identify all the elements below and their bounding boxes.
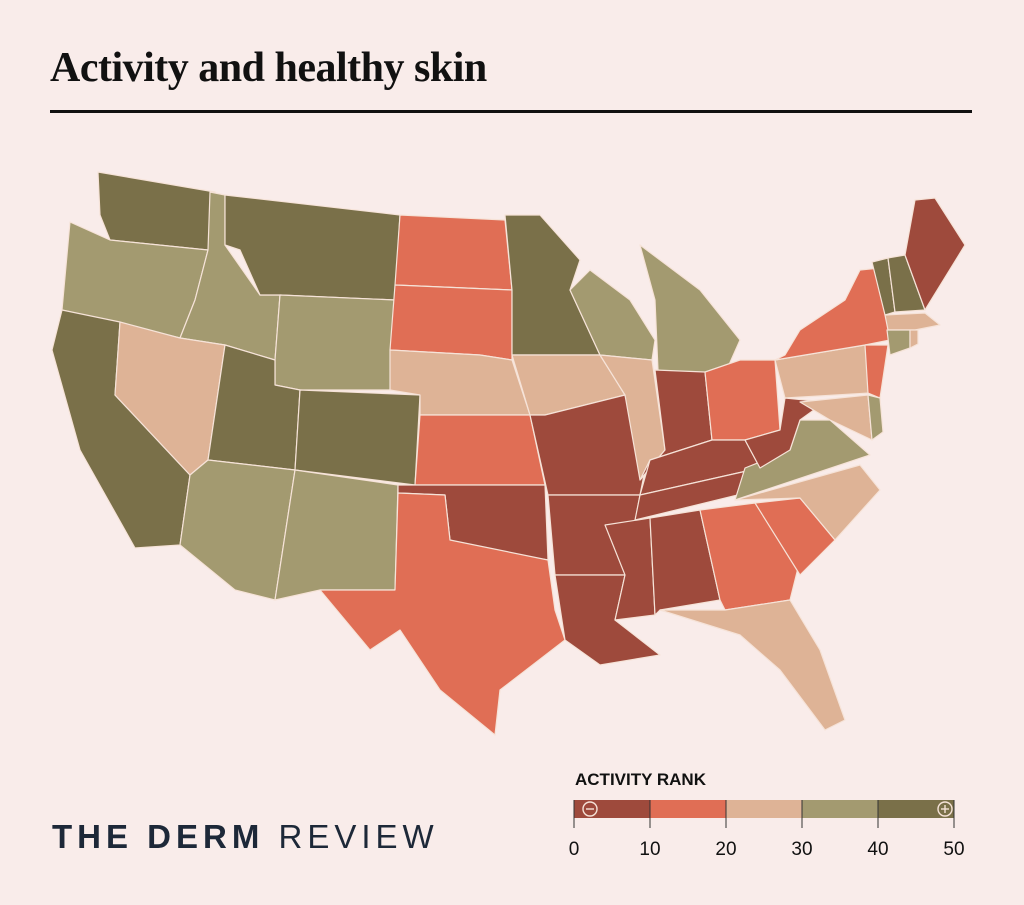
legend-tick-label: 10 (639, 839, 660, 860)
state-ri (909, 329, 919, 349)
brand-part1: THE DERM (52, 818, 265, 855)
page-title: Activity and healthy skin (50, 45, 487, 91)
legend-bin-1 (574, 800, 650, 818)
legend-tick-label: 40 (867, 839, 888, 860)
legend-tick-label: 50 (943, 839, 964, 860)
legend-bin-5 (878, 800, 954, 818)
plus-icon (937, 801, 953, 817)
state-de (867, 394, 884, 441)
legend-bin-2 (650, 800, 726, 818)
state-ms (604, 517, 656, 621)
brand-logo: THE DERM REVIEW (52, 818, 439, 856)
state-fl (659, 599, 846, 731)
brand-part2: REVIEW (278, 818, 439, 855)
legend-bin-3 (726, 800, 802, 818)
legend-tick-label: 30 (791, 839, 812, 860)
title-divider (50, 110, 972, 113)
legend-tick-label: 20 (715, 839, 736, 860)
state-nc (734, 464, 881, 541)
state-wv (744, 397, 826, 469)
state-me (904, 197, 966, 311)
state-tx (319, 492, 566, 736)
legend-bin-4 (802, 800, 878, 818)
minus-icon (582, 801, 598, 817)
legend-tick-label: 0 (569, 839, 580, 860)
state-ma (884, 312, 941, 331)
legend-title: ACTIVITY RANK (575, 770, 706, 789)
state-al (649, 509, 721, 616)
